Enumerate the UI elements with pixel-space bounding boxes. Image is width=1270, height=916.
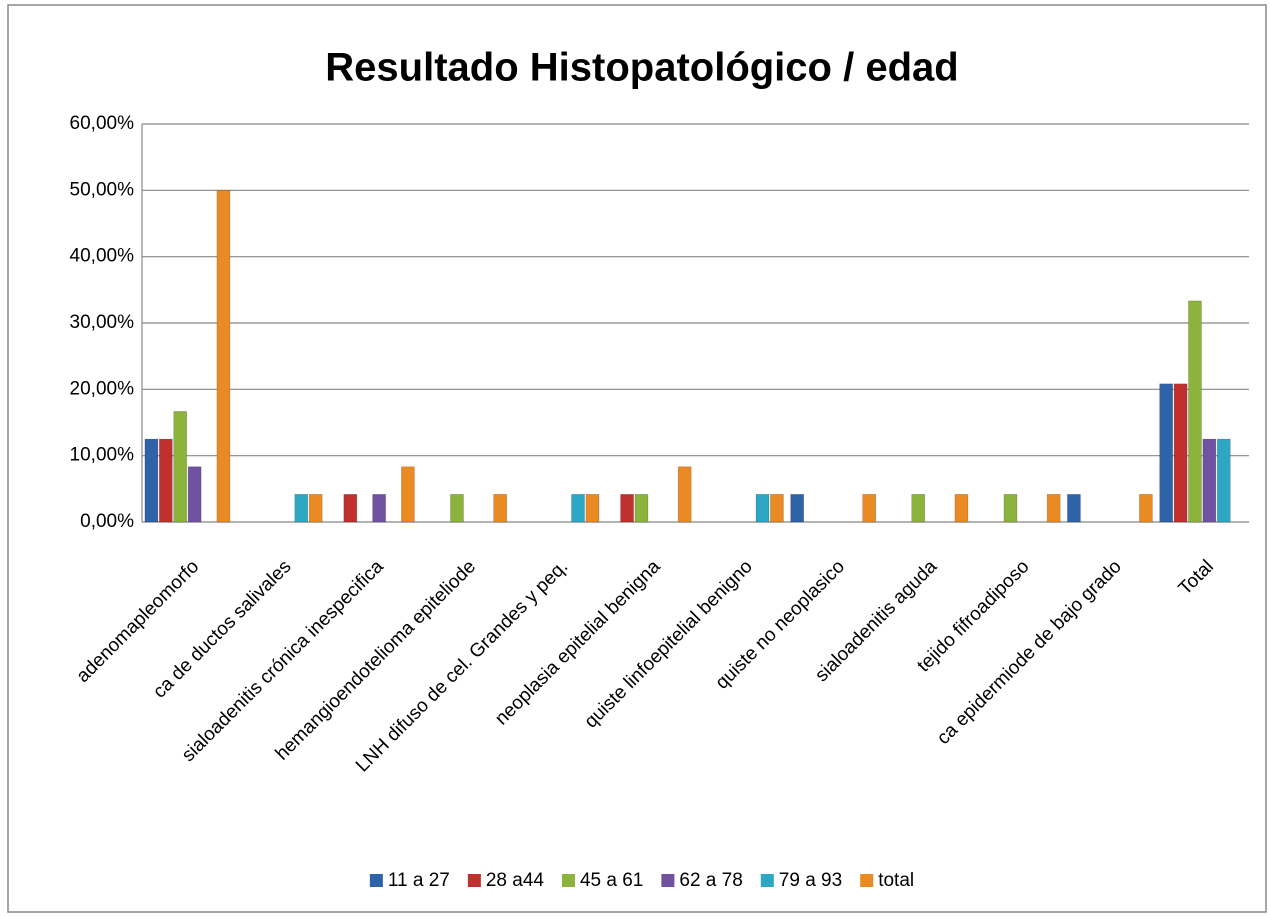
y-tick-label: 20,00% [70, 378, 135, 399]
bar [372, 494, 386, 523]
bar [144, 438, 159, 523]
bar [571, 494, 585, 523]
bar [770, 494, 784, 523]
chart-title: Resultado Histopatológico / edad [325, 46, 958, 90]
y-tick-label: 50,00% [70, 179, 135, 200]
y-tick-label: 60,00% [70, 113, 135, 134]
bar [1159, 383, 1173, 523]
chart-frame [7, 4, 1267, 913]
y-tick-label: 40,00% [70, 246, 135, 267]
bar [401, 466, 415, 523]
legend-label: 11 a 27 [388, 870, 450, 891]
bar [1067, 494, 1081, 523]
legend-swatch [561, 874, 575, 887]
legend-label: 62 a 78 [679, 870, 742, 891]
legend-swatch [369, 874, 383, 887]
bar [677, 466, 692, 523]
bar [954, 494, 969, 523]
bar [187, 466, 202, 523]
legend-swatch [860, 874, 874, 887]
bar [911, 494, 926, 523]
legend-label: total [878, 870, 914, 891]
legend-swatch [467, 874, 481, 887]
bar [862, 494, 876, 523]
y-tick-label: 30,00% [70, 312, 135, 333]
legend-label: 45 a 61 [580, 870, 643, 891]
bar [343, 494, 358, 523]
bar [1202, 438, 1217, 523]
bar [1003, 494, 1018, 523]
bar [1173, 383, 1188, 523]
legend: 11 a 27 28 a44 45 a 61 62 a 78 79 a 93 total [369, 870, 914, 891]
bar [493, 494, 507, 523]
bar [1046, 494, 1061, 523]
bar [308, 494, 323, 523]
bar [173, 411, 188, 523]
legend-label: 79 a 93 [779, 870, 842, 891]
bar [755, 494, 770, 523]
bar [790, 494, 804, 523]
bar [634, 494, 649, 523]
bar [450, 494, 464, 523]
legend-label: 28 a44 [486, 870, 545, 891]
legend-swatch [760, 874, 774, 887]
bar [1139, 494, 1153, 523]
legend-swatch [661, 874, 675, 887]
y-tick-label: 0,00% [80, 511, 134, 532]
bar [1216, 438, 1231, 523]
bar [159, 438, 173, 523]
bar [585, 494, 600, 523]
y-tick-label: 10,00% [70, 445, 135, 466]
bar [620, 494, 634, 523]
bar [294, 494, 309, 523]
bar [216, 190, 231, 523]
bar [1188, 300, 1202, 523]
